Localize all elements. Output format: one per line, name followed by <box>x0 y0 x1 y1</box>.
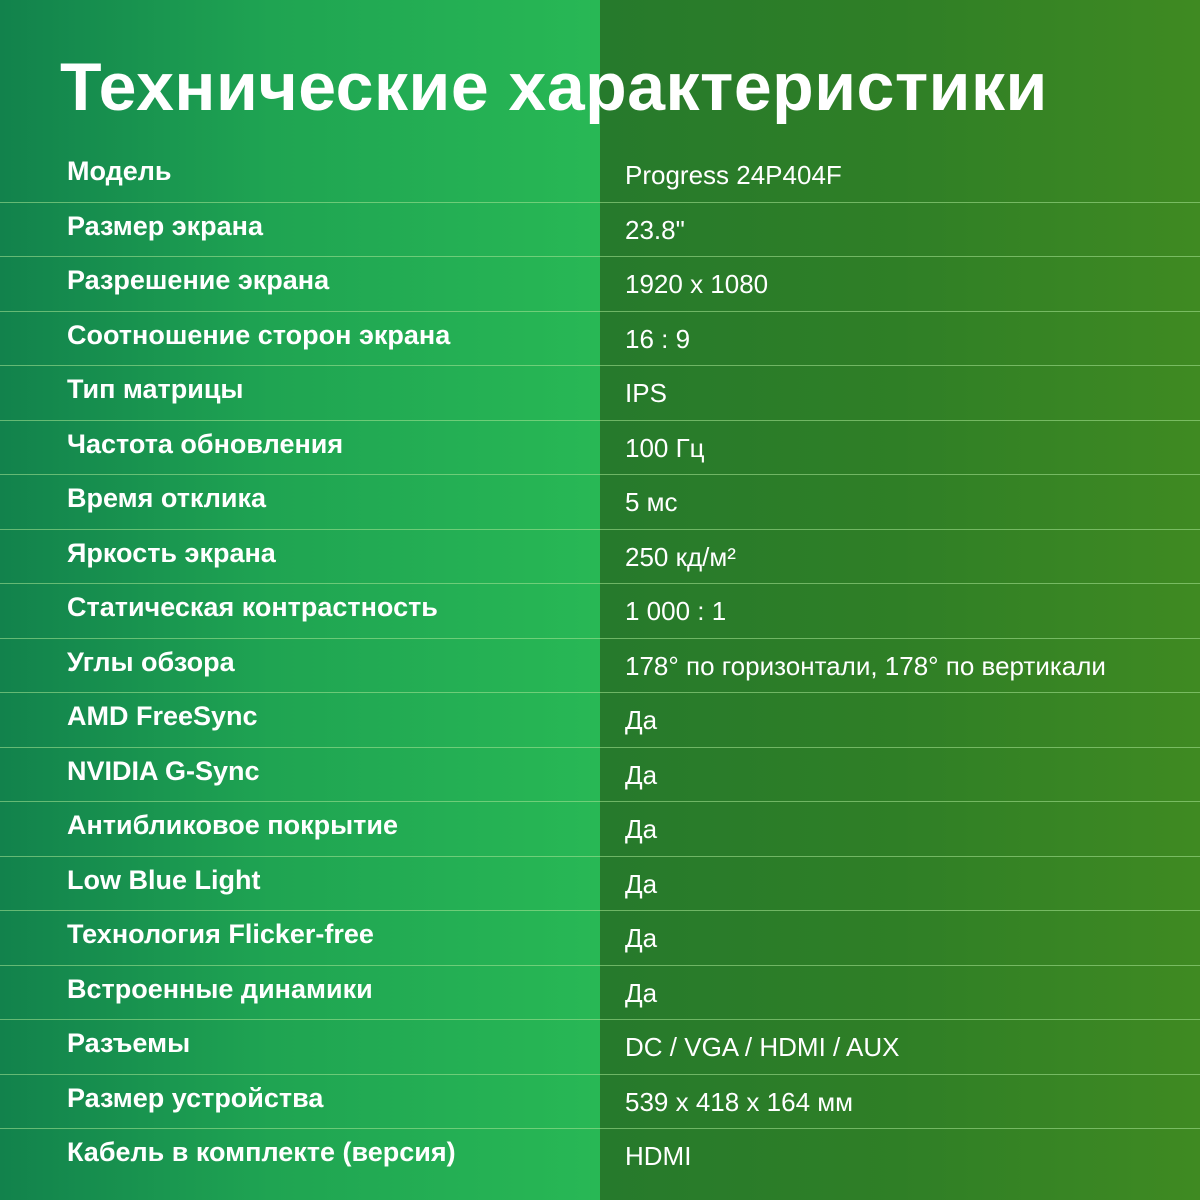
spec-value: 100 Гц <box>625 432 705 463</box>
left-panel-background <box>0 0 600 1200</box>
page-title: Технические характеристики <box>60 49 1048 125</box>
spec-row: Размер экрана 23.8" <box>0 203 1200 257</box>
spec-row: Антибликовое покрытие Да <box>0 802 1200 857</box>
spec-label: Соотношение сторон экрана <box>67 319 451 350</box>
spec-value: 250 кд/м² <box>625 541 736 572</box>
spec-row: Частота обновления 100 Гц <box>0 421 1200 475</box>
spec-value: Да <box>625 759 658 790</box>
spec-label: Антибликовое покрытие <box>67 810 398 840</box>
spec-value: DC / VGA / HDMI / AUX <box>625 1032 900 1062</box>
spec-value: Да <box>625 814 658 844</box>
spec-row: Тип матрицы IPS <box>0 366 1200 421</box>
spec-label: Разъемы <box>67 1028 191 1058</box>
spec-value: 1920 x 1080 <box>625 269 769 299</box>
spec-label: Размер экрана <box>67 210 263 241</box>
spec-value: 5 мс <box>625 487 678 517</box>
spec-table: Модель Progress 24P404F Размер экрана 23.8"… <box>0 148 1200 1184</box>
spec-row: Технология Flicker-free Да <box>0 911 1200 966</box>
spec-row: AMD FreeSync Да <box>0 693 1200 748</box>
spec-row: Размер устройства 539 x 418 x 164 мм <box>0 1075 1200 1129</box>
spec-value: Да <box>625 977 658 1008</box>
spec-label: AMD FreeSync <box>67 701 258 731</box>
spec-label: Углы обзора <box>67 646 235 677</box>
spec-value: 1 000 : 1 <box>625 596 727 626</box>
spec-label: NVIDIA G-Sync <box>67 755 260 786</box>
spec-value: 16 : 9 <box>625 323 691 354</box>
spec-label: Время отклика <box>67 483 267 513</box>
spec-label: Low Blue Light <box>67 864 261 895</box>
spec-label: Статическая контрастность <box>67 592 438 622</box>
spec-label: Частота обновления <box>67 428 344 459</box>
spec-label: Кабель в комплекте (версия) <box>67 1137 456 1167</box>
spec-label: Встроенные динамики <box>67 973 373 1004</box>
spec-value: Да <box>625 705 658 735</box>
spec-row: NVIDIA G-Sync Да <box>0 748 1200 802</box>
spec-row: Разрешение экрана 1920 x 1080 <box>0 257 1200 312</box>
spec-row: Разъемы DC / VGA / HDMI / AUX <box>0 1020 1200 1075</box>
spec-row: Модель Progress 24P404F <box>0 148 1200 203</box>
spec-label: Разрешение экрана <box>67 265 330 295</box>
spec-value: Да <box>625 923 658 953</box>
right-panel-background <box>600 0 1200 1200</box>
spec-value: 539 x 418 x 164 мм <box>625 1086 854 1117</box>
spec-row: Яркость экрана 250 кд/м² <box>0 530 1200 584</box>
spec-row: Статическая контрастность 1 000 : 1 <box>0 584 1200 639</box>
spec-label: Тип матрицы <box>67 374 244 404</box>
spec-value: Progress 24P404F <box>625 160 842 190</box>
spec-value: 178° по горизонтали, 178° по вертикали <box>625 650 1106 681</box>
spec-row: Low Blue Light Да <box>0 857 1200 911</box>
spec-value: HDMI <box>625 1141 692 1171</box>
spec-label: Яркость экрана <box>67 537 276 568</box>
spec-label: Технология Flicker-free <box>67 919 374 949</box>
spec-label: Модель <box>67 156 172 186</box>
spec-row: Соотношение сторон экрана 16 : 9 <box>0 312 1200 366</box>
spec-label: Размер устройства <box>67 1082 324 1113</box>
spec-value: IPS <box>625 378 667 408</box>
spec-row: Время отклика 5 мс <box>0 475 1200 530</box>
spec-value: 23.8" <box>625 214 685 245</box>
spec-row: Встроенные динамики Да <box>0 966 1200 1020</box>
spec-row: Углы обзора 178° по горизонтали, 178° по … <box>0 639 1200 693</box>
spec-row: Кабель в комплекте (версия) HDMI <box>0 1129 1200 1184</box>
spec-value: Да <box>625 868 658 899</box>
